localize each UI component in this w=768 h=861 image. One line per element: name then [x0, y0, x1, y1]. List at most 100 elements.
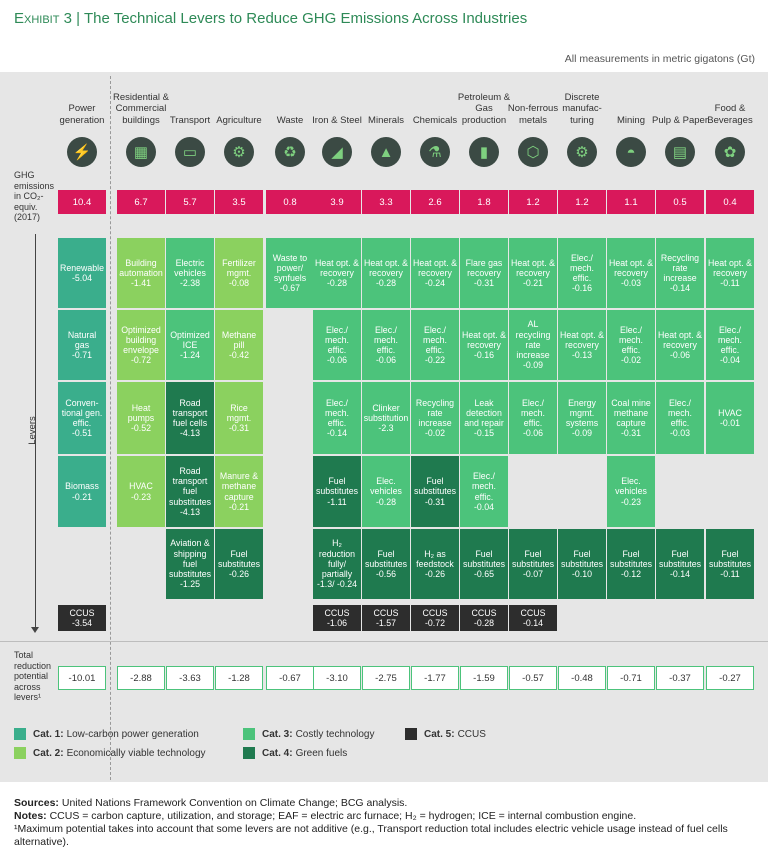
lever-cell: Fuel substitutes -0.26 — [215, 529, 263, 599]
column-header: Iron & Steel — [312, 114, 362, 126]
legend-cat: Cat. 4: — [262, 747, 293, 759]
power-plant-icon: ⚡ — [67, 137, 97, 167]
lever-value: -5.04 — [71, 273, 93, 283]
lever-name: Elec./ mech. effic. — [668, 397, 692, 428]
column-header: Waste — [276, 114, 304, 126]
lever-cell: Methane pill -0.42 — [215, 310, 263, 380]
total-value: -0.67 — [266, 666, 314, 690]
lever-cell: Heat opt. & recovery -0.28 — [362, 238, 410, 308]
lever-cell: Heat opt. & recovery -0.06 — [656, 310, 704, 380]
column-header: Food & Beverages — [707, 103, 753, 126]
lever-name: Leak detection and repair — [464, 397, 504, 428]
lever-value: -0.28 — [473, 618, 495, 628]
lever-cell: Elec. vehicles -0.28 — [362, 456, 410, 527]
lever-cell: Elec./ mech. effic. -0.03 — [656, 382, 704, 454]
lever-name: Fuel substitutes — [315, 476, 359, 497]
legend-item-cat2: Cat. 2: Economically viable technology — [14, 747, 206, 759]
lever-value: -1.11 — [327, 496, 347, 507]
lever-value: -0.13 — [571, 350, 593, 361]
oil-barrel-icon: ▮ — [469, 137, 499, 167]
lever-name: Energy mgmt. systems — [565, 397, 599, 428]
lever-name: Electric vehicles — [174, 257, 206, 278]
lever-name: Fuel substitutes — [462, 548, 506, 569]
lever-name: Fuel substitutes — [511, 548, 555, 569]
paper-icon: ▤ — [665, 137, 695, 167]
steel-icon: ◢ — [322, 137, 352, 167]
lever-cell: CCUS -0.28 — [460, 605, 508, 631]
lever-value: -0.09 — [571, 428, 593, 439]
total-value: -0.27 — [706, 666, 754, 690]
lever-cell: Heat opt. & recovery -0.03 — [607, 238, 655, 308]
lever-cell: Leak detection and repair -0.15 — [460, 382, 508, 454]
emissions-value: 2.6 — [411, 190, 459, 214]
lever-name: Coal mine methane capture — [611, 397, 651, 428]
minerals-icon: ▲ — [371, 137, 401, 167]
lever-value: -0.21 — [228, 501, 250, 512]
lever-value: -1.06 — [326, 618, 348, 628]
lever-name: CCUS — [324, 607, 350, 618]
building-icon: ▦ — [126, 137, 156, 167]
lever-name: Elec. vehicles — [615, 476, 647, 497]
lever-cell: Fuel substitutes -0.12 — [607, 529, 655, 599]
total-value: -3.10 — [313, 666, 361, 690]
total-value: -2.88 — [117, 666, 165, 690]
lever-cell: CCUS -1.06 — [313, 605, 361, 631]
lever-cell: Clinker substitution -2.3 — [362, 382, 410, 454]
sources-text: United Nations Framework Convention on C… — [61, 797, 408, 809]
lever-name: Rice mgmt. — [226, 402, 252, 423]
lever-cell: H₂ as feedstock -0.26 — [411, 529, 459, 599]
gear-icon: ⚙ — [567, 137, 597, 167]
legend-item-cat1: Cat. 1: Low-carbon power generation — [14, 728, 199, 740]
column-header: Power generation — [59, 103, 105, 126]
title-text: The Technical Levers to Reduce GHG Emiss… — [83, 10, 528, 27]
lever-cell: Elec./ mech. effic. -0.04 — [460, 456, 508, 527]
lever-name: Heat opt. & recovery — [560, 329, 605, 350]
lever-cell: Road transport fuel substitutes -4.13 — [166, 456, 214, 527]
lever-value: -0.03 — [620, 278, 642, 289]
lever-name: Fuel substitutes — [560, 548, 604, 569]
emissions-value: 3.3 — [362, 190, 410, 214]
legend-swatch — [14, 747, 26, 759]
lever-cell: HVAC -0.23 — [117, 456, 165, 527]
lever-cell: Heat opt. & recovery -0.13 — [558, 310, 606, 380]
lever-cell: Optimized ICE -1.24 — [166, 310, 214, 380]
lever-cell: CCUS -3.54 — [58, 605, 106, 631]
levers-arrow-line — [35, 234, 36, 630]
lever-value: -0.21 — [522, 278, 544, 289]
lever-value: -0.52 — [130, 423, 152, 434]
lever-cell: Elec./ mech. effic. -0.16 — [558, 238, 606, 308]
notes-text: CCUS = carbon capture, utilization, and … — [49, 810, 637, 822]
legend-label: Green fuels — [295, 747, 348, 759]
lever-value: -1.41 — [130, 278, 152, 289]
legend-label: Low-carbon power generation — [66, 728, 199, 740]
lever-cell: CCUS -0.72 — [411, 605, 459, 631]
lever-name: Natural gas — [67, 329, 97, 350]
lever-name: Fuel substitutes — [364, 548, 408, 569]
legend-item-cat3: Cat. 3: Costly technology — [243, 728, 375, 740]
total-value: -0.37 — [656, 666, 704, 690]
lever-value: -0.06 — [375, 355, 397, 366]
lever-name: CCUS — [471, 607, 497, 618]
legend-swatch — [243, 747, 255, 759]
lever-value: -0.23 — [130, 491, 152, 502]
lever-cell: Recycling rate increase -0.02 — [411, 382, 459, 454]
lever-value: -0.24 — [424, 278, 446, 289]
total-value: -1.77 — [411, 666, 459, 690]
lever-value: -0.02 — [620, 355, 642, 366]
lever-name: CCUS — [422, 607, 448, 618]
column-header: Discrete manufac-turing — [562, 91, 602, 126]
lever-value: -4.13 — [179, 428, 201, 439]
lever-value: -0.28 — [375, 278, 397, 289]
column-header: Residential & Commercial buildings — [113, 91, 169, 126]
lever-value: -4.13 — [179, 506, 201, 517]
lever-cell: Coal mine methane capture -0.31 — [607, 382, 655, 454]
lever-name: AL recycling rate increase — [515, 319, 551, 361]
lever-value: -0.28 — [326, 278, 348, 289]
lever-value: -0.07 — [522, 569, 544, 580]
source-notes: Sources: United Nations Framework Conven… — [14, 797, 759, 849]
lever-cell: Conven-tional gen. effic. -0.51 — [58, 382, 106, 454]
tractor-icon: ⚙ — [224, 137, 254, 167]
lever-value: -1.3/ -0.24 — [316, 579, 358, 590]
lever-cell: Heat pumps -0.52 — [117, 382, 165, 454]
lever-name: Fuel substitutes — [708, 548, 752, 569]
